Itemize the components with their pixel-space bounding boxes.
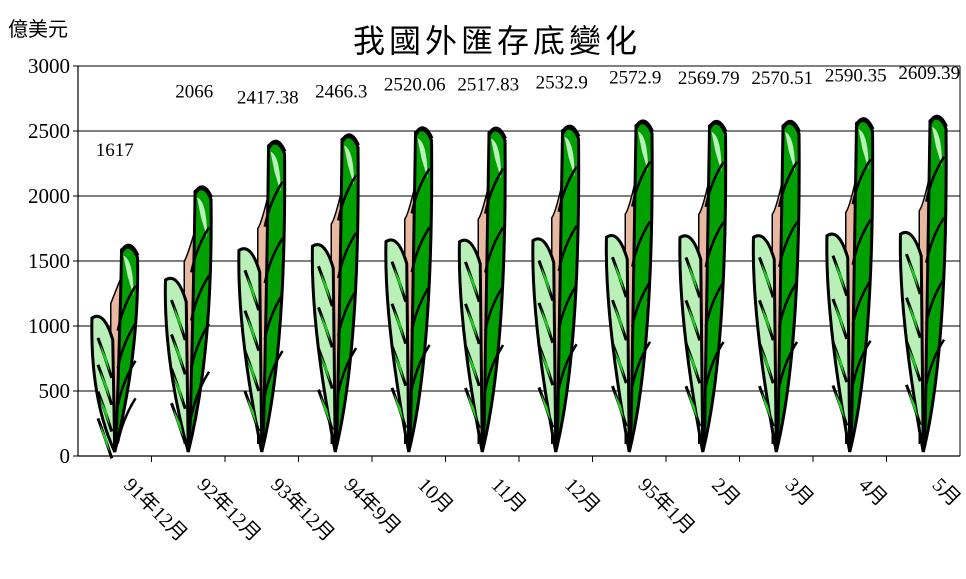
x-tick-label: 5月 bbox=[928, 474, 965, 511]
x-tick-label: 92年12月 bbox=[193, 473, 266, 546]
bar bbox=[531, 124, 581, 453]
data-label: 2570.51 bbox=[751, 68, 813, 89]
data-label: 2609.39 bbox=[898, 63, 960, 84]
x-axis-ticks: 91年12月 92年12月 93年12月 94年9月 10月 11月 12月 95年1月 2月 3… bbox=[119, 473, 964, 546]
y-tick-label: 0 bbox=[60, 444, 71, 468]
grid bbox=[77, 65, 961, 462]
x-tick-label: 12月 bbox=[560, 474, 604, 518]
data-label: 2569.79 bbox=[678, 68, 740, 89]
data-label: 1617 bbox=[96, 140, 134, 161]
y-tick-label: 2500 bbox=[28, 119, 70, 143]
chart-title: 我國外匯存底變化 bbox=[353, 22, 641, 60]
data-label: 2532.9 bbox=[536, 73, 588, 94]
bar bbox=[457, 126, 507, 453]
x-tick-label: 94年9月 bbox=[340, 473, 406, 539]
bar bbox=[604, 119, 654, 453]
y-tick-label: 2000 bbox=[28, 184, 70, 208]
y-tick-label: 500 bbox=[39, 379, 71, 403]
y-unit-label: 億美元 bbox=[8, 18, 68, 41]
y-axis-ticks: 0 500 1000 1500 2000 2500 3000 bbox=[28, 54, 78, 468]
data-label: 2590.35 bbox=[825, 65, 887, 86]
x-tick-label: 4月 bbox=[854, 474, 891, 511]
x-tick-label: 95年1月 bbox=[634, 473, 700, 539]
bar bbox=[310, 133, 360, 453]
x-tick-label: 3月 bbox=[781, 474, 818, 511]
bar bbox=[237, 139, 287, 453]
x-tick-label: 2月 bbox=[707, 474, 744, 511]
bar bbox=[751, 119, 801, 453]
data-label: 2520.06 bbox=[384, 74, 446, 95]
data-label: 2517.83 bbox=[457, 75, 519, 96]
y-tick-label: 1500 bbox=[28, 249, 70, 273]
bar bbox=[163, 185, 213, 453]
data-label: 2417.38 bbox=[237, 88, 299, 109]
plot-area bbox=[90, 114, 948, 459]
data-label: 2066 bbox=[175, 81, 213, 102]
bar bbox=[384, 126, 434, 453]
y-tick-label: 3000 bbox=[28, 54, 70, 78]
x-tick-label: 91年12月 bbox=[119, 473, 192, 546]
bar bbox=[90, 243, 140, 459]
x-tick-label: 93年12月 bbox=[266, 473, 339, 546]
bar bbox=[825, 117, 875, 453]
bar bbox=[678, 119, 728, 453]
bar bbox=[898, 114, 948, 453]
x-tick-label: 10月 bbox=[413, 474, 457, 518]
data-label: 2466.3 bbox=[315, 81, 367, 102]
x-tick-label: 11月 bbox=[487, 474, 530, 517]
data-labels: 1617 2066 2417.38 2466.3 2520.06 2517.83 2532.… bbox=[96, 63, 960, 161]
data-label: 2572.9 bbox=[609, 68, 661, 89]
y-tick-label: 1000 bbox=[28, 314, 70, 338]
